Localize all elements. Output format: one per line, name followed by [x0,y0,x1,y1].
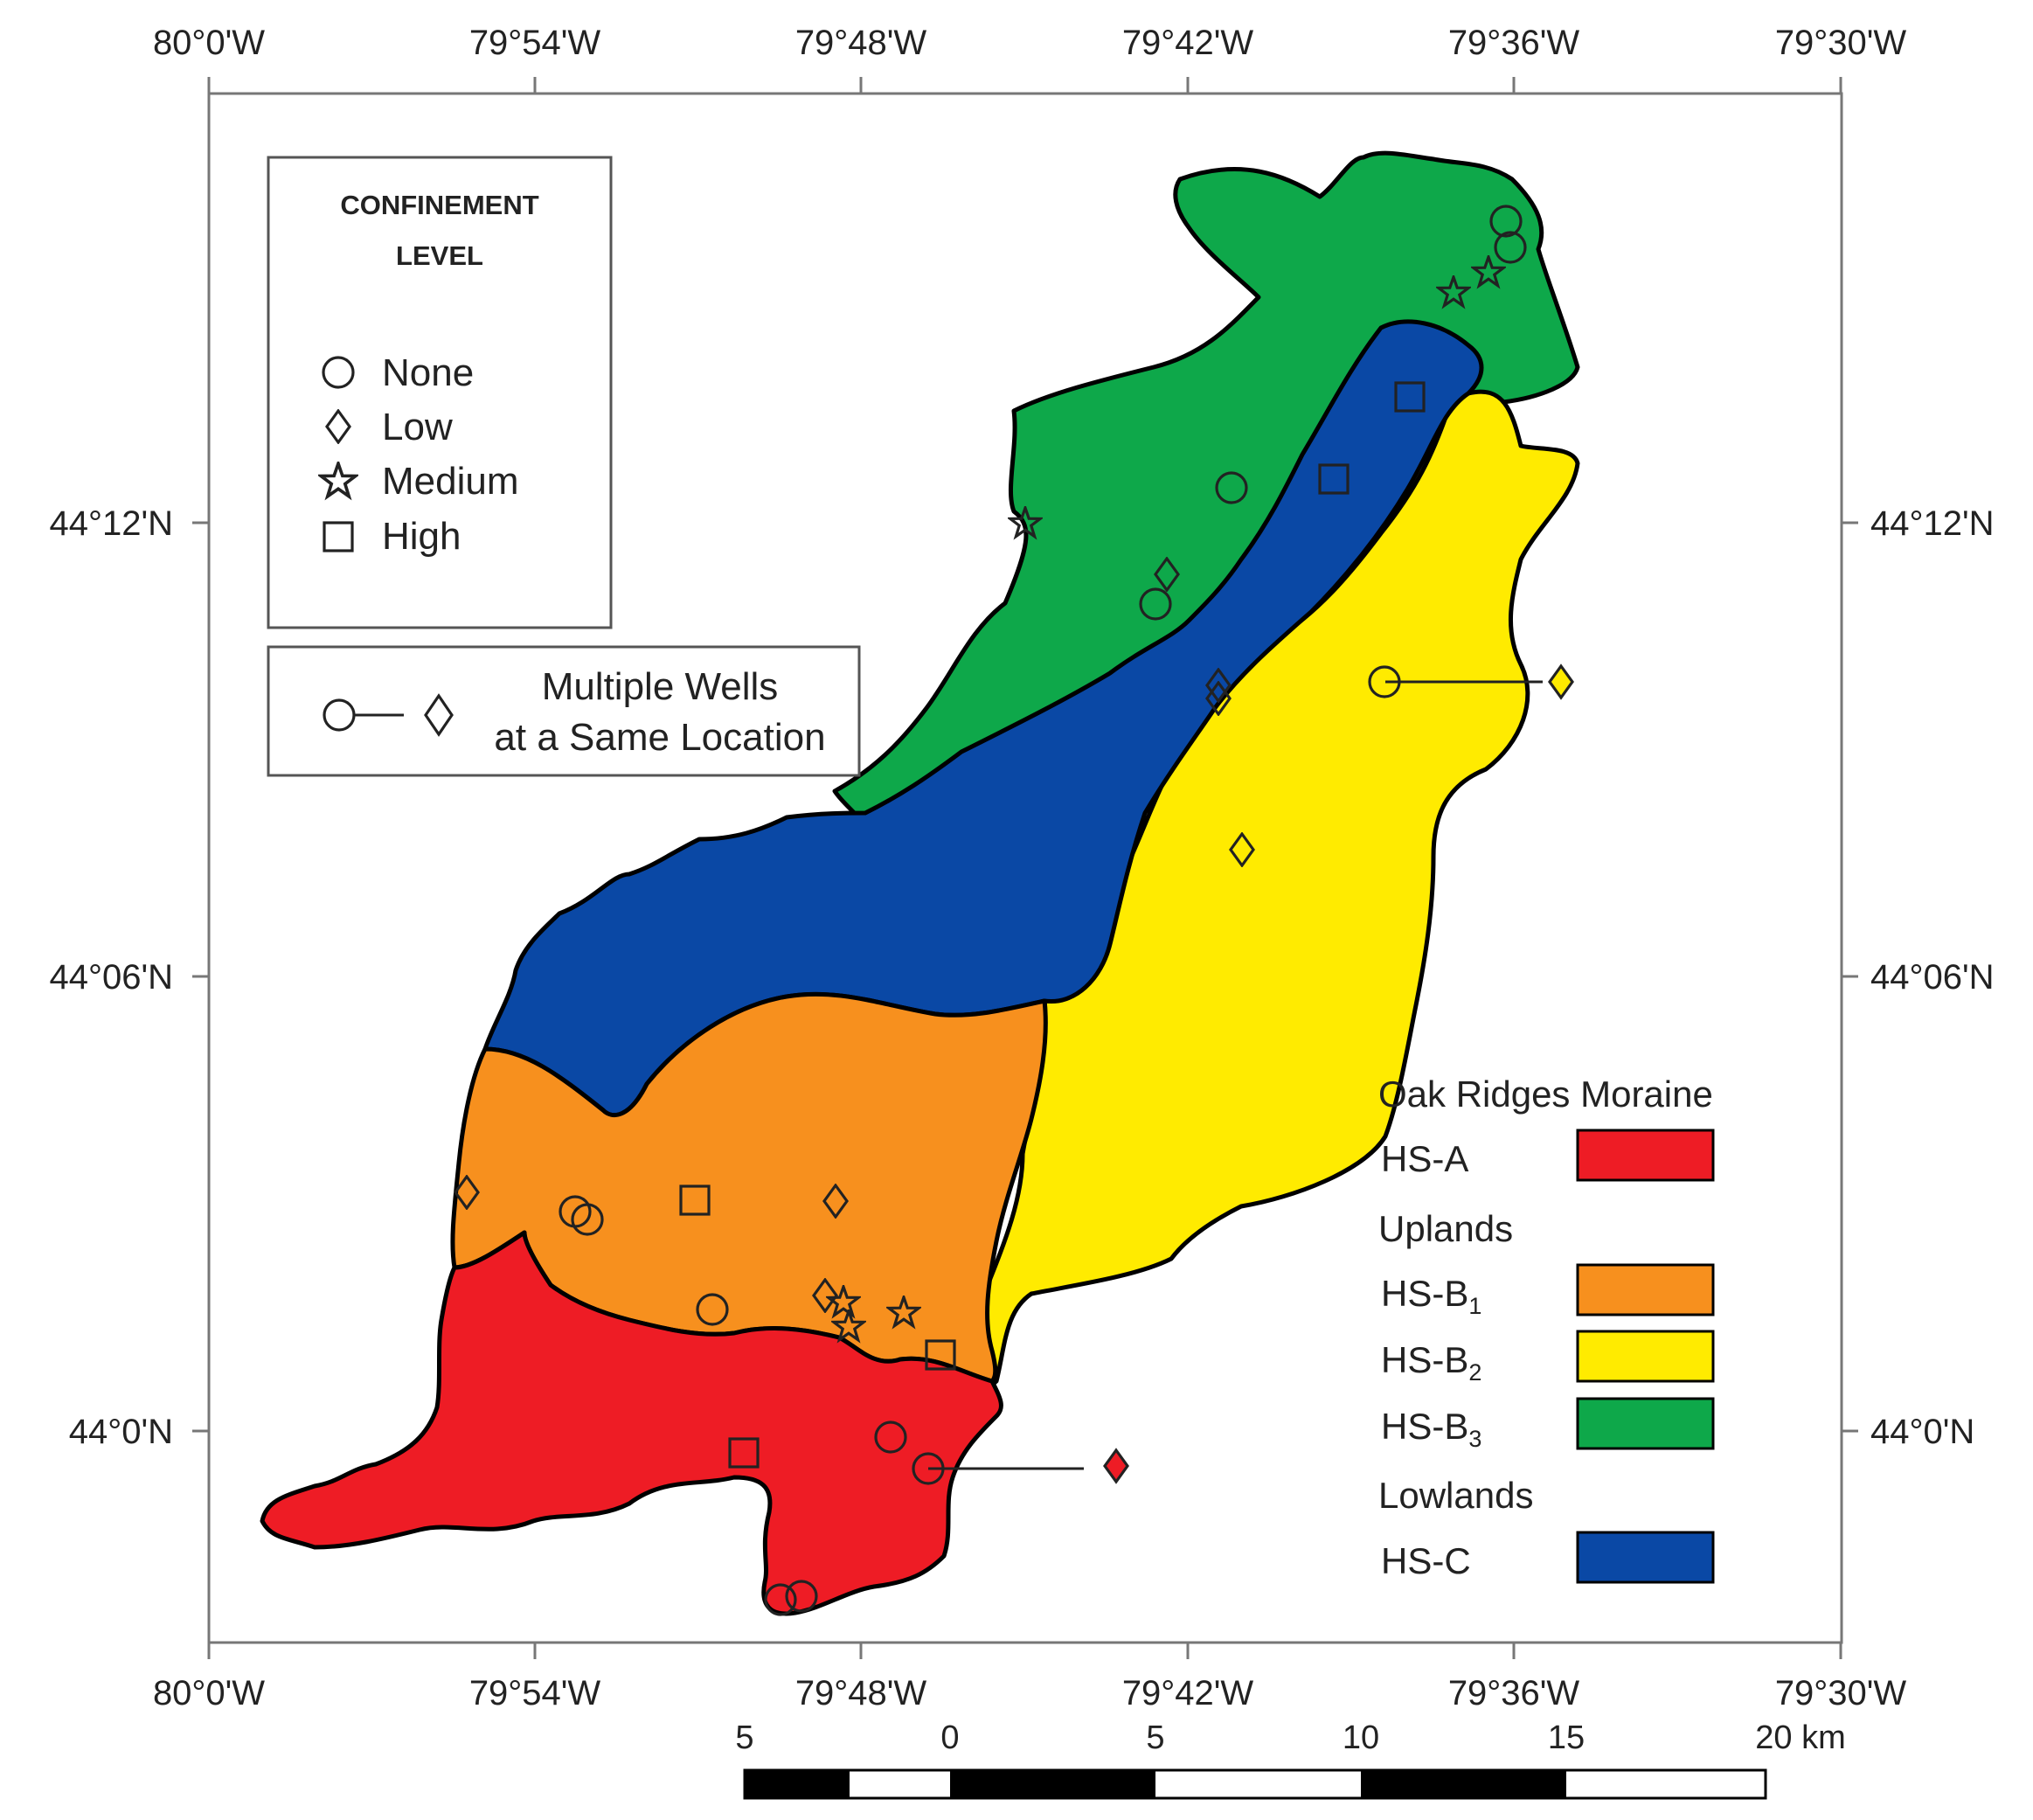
scale-tick-label-20-km: 20 km [1755,1719,1845,1756]
well-diamond-filled [1103,1448,1129,1484]
scale-tick-label-5-left: 5 [735,1719,753,1756]
bottom-lon-label-1: 80°0'W [153,1674,265,1712]
bottom-lon-label-6: 79°30'W [1775,1674,1907,1712]
legend-group-oak-ridges-moraine: Oak Ridges Moraine [1378,1073,1713,1115]
legend-label-high: High [382,515,461,558]
confinement-legend-title: CONFINEMENT [340,190,538,220]
scale-bar-segment [1361,1770,1566,1798]
frame-ticks [192,77,1858,1659]
top-lon-label-4: 79°42'W [1122,24,1254,62]
legend-label-hs-b2-base: HS-B [1381,1339,1468,1380]
multiple-wells-legend-box [267,645,861,777]
legend-swatch-hs-a [1576,1129,1715,1182]
scale-bar-outline [743,1768,1767,1800]
legend-label-hs-b1-sub: 1 [1468,1293,1481,1319]
legend-swatch-hs-b3 [1576,1397,1715,1450]
legend-label-low: Low [382,406,453,448]
top-lon-label-2: 79°54'W [469,24,601,62]
scale-tick-label-0: 0 [940,1719,959,1756]
legend-label-hs-a: HS-A [1381,1138,1468,1179]
top-lon-label-5: 79°36'W [1448,24,1580,62]
left-lat-label-2: 44°06'N [49,958,173,997]
bottom-lon-label-2: 79°54'W [469,1674,601,1712]
legend-label-hs-b2-sub: 2 [1468,1359,1481,1386]
multiple-well-connectors [928,680,1543,1470]
legend-label-hs-b1-base: HS-B [1381,1273,1468,1314]
legend-swatch-hs-b1 [1576,1263,1715,1316]
left-lat-label-1: 44°12'N [49,504,173,543]
scale-bar-segment [745,1770,850,1798]
right-lat-label-3: 44°0'N [1870,1413,1974,1451]
legend-label-hs-b2: HS-B2 [1381,1339,1481,1386]
legend-label-hs-b3-sub: 3 [1468,1426,1481,1452]
multiple-wells-diamond-icon [424,693,454,737]
legend-label-hs-c: HS-C [1381,1540,1471,1581]
right-lat-label-1: 44°12'N [1870,504,1995,543]
confinement-legend: CONFINEMENT LEVEL None Low Medium High [267,156,613,629]
bottom-lon-label-3: 79°48'W [795,1674,927,1712]
well-diamond-filled [1548,663,1574,700]
legend-label-hs-b3-base: HS-B [1381,1406,1468,1447]
bottom-lon-label-4: 79°42'W [1122,1674,1254,1712]
scale-tick-label-15: 15 [1548,1719,1585,1756]
right-lat-label-2: 44°06'N [1870,958,1995,997]
legend-group-lowlands: Lowlands [1378,1475,1533,1516]
legend-group-uplands: Uplands [1378,1208,1513,1249]
hydrostratigraphic-regions [260,150,1580,1616]
bottom-lon-label-5: 79°36'W [1448,1674,1580,1712]
map-frame [207,92,1843,1644]
multiple-wells-line2: at a Same Location [494,716,825,759]
legend-label-medium: Medium [382,460,519,503]
multiple-wells-line1: Multiple Wells [542,665,779,708]
region-legend: Oak Ridges Moraine HS-A Uplands HS-B1 HS… [1378,1073,1715,1584]
scale-tick-label-10: 10 [1343,1719,1379,1756]
scale-bar: 5 0 5 10 15 20 km [735,1719,1846,1800]
top-lon-label-1: 80°0'W [153,24,265,62]
scale-bar-segment [950,1770,1155,1798]
multiple-wells-legend: Multiple Wells at a Same Location [267,645,861,777]
confinement-legend-title-2: LEVEL [396,240,483,271]
top-lon-label-6: 79°30'W [1775,24,1907,62]
scale-tick-label-5: 5 [1146,1719,1164,1756]
legend-swatch-hs-b2 [1576,1330,1715,1383]
legend-label-hs-b1: HS-B1 [1381,1273,1481,1319]
legend-label-hs-b3: HS-B3 [1381,1406,1481,1452]
left-lat-label-3: 44°0'N [69,1413,173,1451]
legend-label-none: None [382,351,474,394]
well-markers [454,205,1574,1616]
legend-swatch-hs-c [1576,1531,1715,1584]
top-lon-label-3: 79°48'W [795,24,927,62]
